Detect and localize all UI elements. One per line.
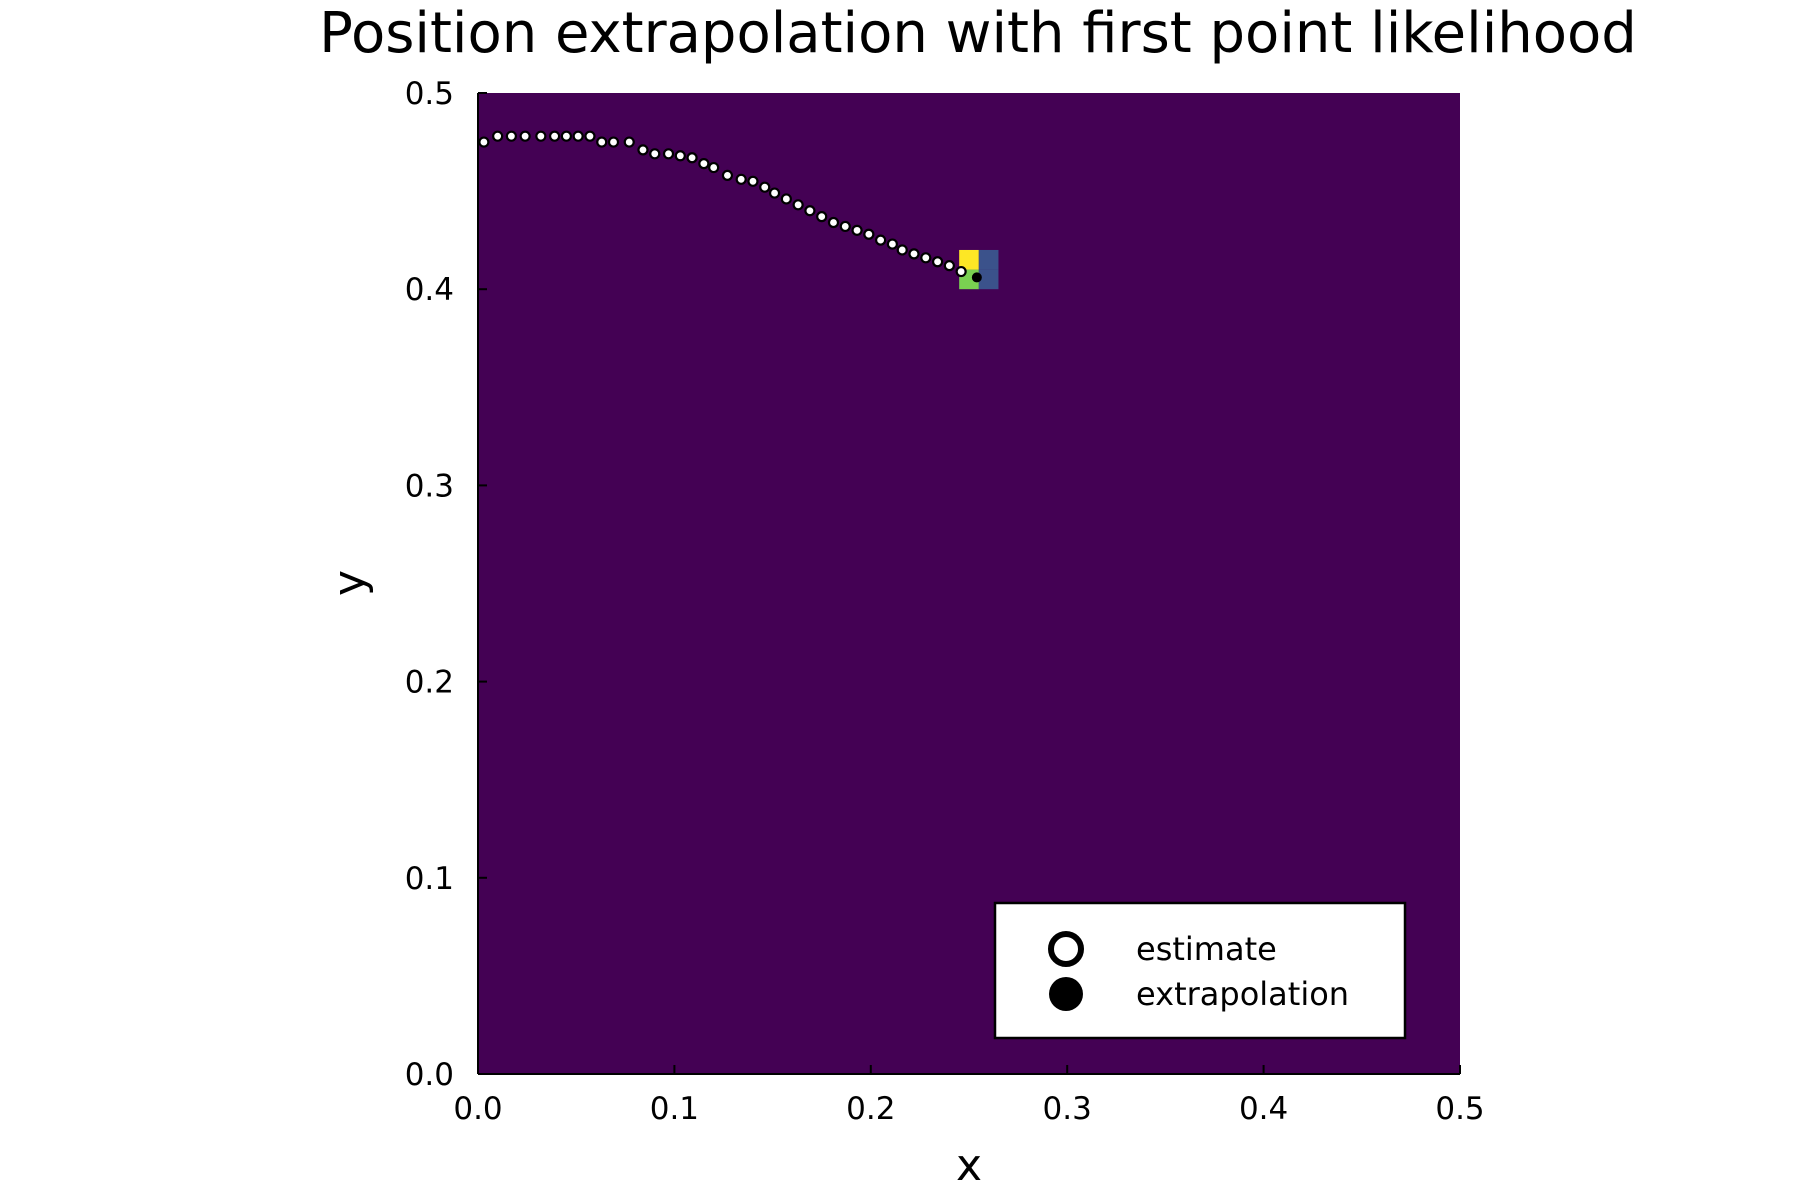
x-tick-label: 0.0 bbox=[453, 1091, 502, 1127]
estimate-point bbox=[943, 260, 955, 272]
chart-title: Position extrapolation with first point … bbox=[319, 1, 1637, 66]
y-tick-label: 0.1 bbox=[405, 861, 454, 897]
estimate-point bbox=[492, 130, 504, 142]
estimate-point bbox=[747, 175, 759, 187]
x-tick-label: 0.3 bbox=[1043, 1091, 1092, 1127]
estimate-point bbox=[637, 144, 649, 156]
y-tick-label: 0.3 bbox=[405, 468, 454, 504]
estimate-point bbox=[674, 150, 686, 162]
legend-estimate-marker bbox=[1048, 931, 1084, 967]
estimate-point bbox=[839, 220, 851, 233]
heatmap-cells bbox=[959, 249, 999, 290]
y-tick-label: 0.4 bbox=[405, 272, 454, 308]
estimate-point bbox=[931, 256, 944, 268]
estimate-point bbox=[863, 228, 875, 240]
estimate-point bbox=[548, 130, 561, 142]
estimate-point bbox=[896, 244, 908, 256]
estimate-point bbox=[662, 148, 675, 160]
estimate-point bbox=[535, 130, 547, 142]
estimate-point bbox=[505, 130, 517, 142]
estimate-point bbox=[955, 265, 967, 278]
heatmap-cell bbox=[978, 269, 999, 290]
estimate-point bbox=[908, 248, 920, 260]
x-axis-title: x bbox=[956, 1140, 982, 1191]
y-tick-label: 0.0 bbox=[405, 1057, 454, 1093]
x-tick-label: 0.2 bbox=[846, 1091, 895, 1127]
y-axis-title: y bbox=[324, 570, 375, 596]
estimate-point bbox=[759, 181, 771, 193]
estimate-point bbox=[596, 136, 608, 148]
x-tick-label: 0.1 bbox=[650, 1091, 699, 1127]
legend: estimate extrapolation bbox=[993, 901, 1407, 1040]
legend-box bbox=[993, 901, 1407, 1040]
estimate-point bbox=[780, 193, 792, 205]
estimate-point bbox=[607, 136, 620, 148]
y-tick-label: 0.2 bbox=[405, 665, 454, 701]
estimate-point bbox=[584, 130, 596, 142]
estimate-point bbox=[698, 158, 710, 170]
estimate-point bbox=[804, 205, 816, 217]
series-markers bbox=[478, 130, 982, 283]
y-tick-label: 0.5 bbox=[405, 76, 454, 112]
legend-extrapolation-label: extrapolation bbox=[1136, 975, 1349, 1013]
estimate-point bbox=[792, 199, 804, 211]
estimate-point bbox=[851, 224, 863, 236]
estimate-point bbox=[827, 216, 840, 229]
estimate-point bbox=[735, 173, 747, 185]
x-axis-ticks: 0.0 0.1 0.2 0.3 0.4 0.5 bbox=[453, 1065, 1485, 1127]
estimate-point bbox=[572, 130, 584, 142]
x-tick-label: 0.5 bbox=[1435, 1091, 1484, 1127]
estimate-point bbox=[686, 152, 698, 164]
estimate-point bbox=[708, 161, 720, 174]
estimate-point bbox=[560, 130, 572, 142]
legend-extrapolation-marker bbox=[1049, 977, 1083, 1011]
estimate-point bbox=[920, 252, 932, 264]
estimate-point bbox=[816, 211, 828, 223]
estimate-point bbox=[478, 136, 490, 148]
legend-estimate-label: estimate bbox=[1136, 930, 1277, 968]
heatmap-cell bbox=[959, 249, 979, 270]
estimate-point bbox=[886, 238, 899, 250]
x-tick-label: 0.4 bbox=[1239, 1091, 1288, 1127]
y-axis-ticks: 0.0 0.1 0.2 0.3 0.4 0.5 bbox=[405, 76, 487, 1093]
estimate-point bbox=[875, 234, 887, 246]
estimate-point bbox=[768, 187, 781, 199]
heatmap-cell bbox=[978, 249, 999, 270]
estimate-point bbox=[623, 136, 635, 148]
extrapolation-point bbox=[971, 272, 982, 283]
estimate-point bbox=[649, 148, 661, 160]
estimate-point bbox=[721, 169, 734, 182]
estimate-point bbox=[519, 130, 531, 142]
